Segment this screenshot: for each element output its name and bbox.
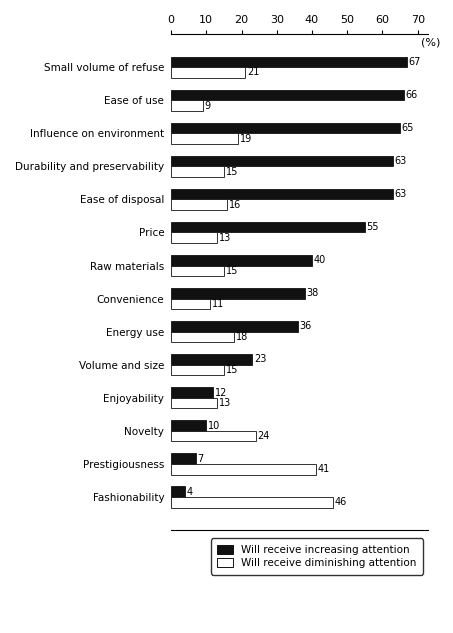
Bar <box>171 134 238 144</box>
Bar <box>171 321 298 332</box>
Text: 23: 23 <box>254 354 266 365</box>
Text: 7: 7 <box>198 454 204 463</box>
Bar <box>171 354 252 365</box>
Text: 10: 10 <box>208 420 220 430</box>
Text: 41: 41 <box>317 464 329 474</box>
Bar <box>171 90 404 100</box>
Text: 46: 46 <box>335 498 347 507</box>
Text: 15: 15 <box>226 166 238 177</box>
Bar <box>171 288 305 299</box>
Text: 21: 21 <box>247 68 259 77</box>
Bar <box>171 222 365 232</box>
Bar <box>171 266 224 276</box>
Text: 63: 63 <box>395 189 407 199</box>
Text: 24: 24 <box>257 431 270 441</box>
Bar <box>171 123 400 134</box>
Text: 16: 16 <box>229 200 241 210</box>
Bar <box>171 431 255 441</box>
Text: 36: 36 <box>299 322 312 332</box>
Bar <box>171 199 227 210</box>
Text: 15: 15 <box>226 266 238 276</box>
Bar <box>171 156 393 166</box>
Text: 18: 18 <box>236 332 249 342</box>
Bar <box>171 486 185 497</box>
Text: 19: 19 <box>240 134 252 144</box>
Bar <box>171 453 196 464</box>
Text: 13: 13 <box>219 233 231 243</box>
Text: 12: 12 <box>215 387 227 398</box>
Bar <box>171 332 235 342</box>
Bar <box>171 387 213 398</box>
Bar <box>171 166 224 177</box>
Text: 40: 40 <box>314 255 326 265</box>
Bar <box>171 189 393 199</box>
Bar <box>171 365 224 375</box>
Bar <box>171 67 245 78</box>
Bar <box>171 100 203 111</box>
Bar <box>171 299 210 309</box>
Text: 13: 13 <box>219 398 231 408</box>
Bar <box>171 255 312 266</box>
Text: 63: 63 <box>395 156 407 166</box>
Text: 11: 11 <box>212 299 224 309</box>
Bar <box>171 464 315 475</box>
Text: 55: 55 <box>366 222 379 232</box>
Bar <box>171 497 333 508</box>
Text: 66: 66 <box>405 90 418 100</box>
Text: (%): (%) <box>421 37 441 47</box>
Text: 67: 67 <box>409 57 421 67</box>
Text: 38: 38 <box>307 289 319 298</box>
Bar <box>171 420 206 431</box>
Text: 65: 65 <box>402 123 414 133</box>
Legend: Will receive increasing attention, Will receive diminishing attention: Will receive increasing attention, Will … <box>211 539 423 575</box>
Bar <box>171 232 217 243</box>
Text: 4: 4 <box>187 487 193 497</box>
Text: 9: 9 <box>205 101 211 111</box>
Bar <box>171 56 407 67</box>
Text: 15: 15 <box>226 365 238 375</box>
Bar <box>171 398 217 408</box>
